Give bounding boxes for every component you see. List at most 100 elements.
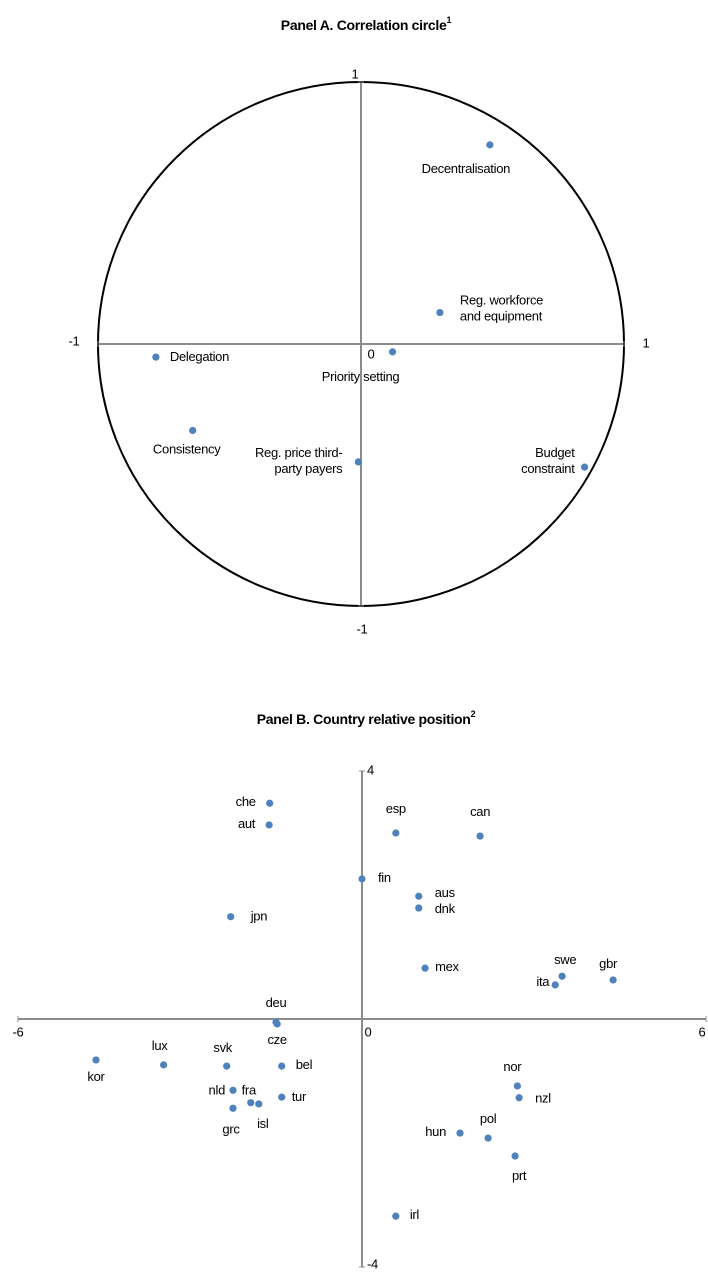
- point: [511, 1152, 519, 1160]
- point: [476, 832, 484, 840]
- point-label: can: [470, 805, 490, 820]
- point: [278, 1062, 286, 1070]
- x-tick-label: -1: [69, 333, 80, 348]
- point: [229, 1086, 237, 1094]
- point-label-line: and equipment: [460, 309, 543, 324]
- title-superscript: 1: [446, 15, 451, 25]
- point-label: jpn: [250, 909, 268, 924]
- point: [456, 1129, 464, 1137]
- point-label-line: pol: [480, 1111, 497, 1126]
- point-label-line: gbr: [599, 956, 618, 971]
- point: [92, 1056, 100, 1064]
- point-label: dnk: [435, 901, 456, 916]
- point: [160, 1061, 168, 1069]
- point-label-line: isl: [257, 1116, 269, 1131]
- point: [273, 1020, 281, 1028]
- point-label-line: kor: [87, 1069, 105, 1084]
- point-label: che: [236, 795, 256, 810]
- point: [551, 981, 559, 989]
- point: [513, 1082, 521, 1090]
- point: [484, 1134, 492, 1142]
- x-tick-label: 1: [643, 335, 650, 350]
- point-label: tur: [292, 1090, 307, 1105]
- point-label-line: can: [470, 805, 490, 820]
- point: [558, 972, 566, 980]
- point-label-line: bel: [296, 1058, 313, 1073]
- point-label-line: Delegation: [170, 350, 229, 365]
- point: [354, 458, 362, 466]
- point-label: Consistency: [153, 442, 221, 457]
- panel: Panel B. Country relative position2 -6 0 6 4…: [13, 709, 707, 1271]
- title-superscript: 2: [471, 709, 476, 719]
- point-label-line: Decentralisation: [422, 161, 510, 176]
- point-label-line: mex: [435, 960, 459, 975]
- point-label-line: swe: [554, 953, 576, 968]
- point-label-line: grc: [222, 1122, 240, 1137]
- point-label-line: Reg. price third-: [255, 445, 342, 460]
- point-label: grc: [222, 1122, 240, 1137]
- point-label: prt: [512, 1168, 527, 1183]
- y-tick-label: 4: [367, 762, 374, 777]
- point-label: nzl: [535, 1091, 551, 1106]
- point-label: fra: [242, 1083, 257, 1098]
- point: [255, 1100, 263, 1108]
- point-label-line: che: [236, 795, 256, 810]
- point-label-line: deu: [266, 996, 287, 1011]
- point: [580, 463, 589, 471]
- point: [609, 976, 617, 984]
- point-label: nor: [503, 1059, 522, 1074]
- point: [265, 821, 273, 829]
- point: [266, 799, 274, 807]
- point: [415, 892, 423, 900]
- point-label: swe: [554, 953, 576, 968]
- point-label: mex: [435, 960, 459, 975]
- point: [223, 1062, 231, 1070]
- point-label-line: aus: [435, 886, 456, 901]
- point-label: esp: [386, 801, 406, 816]
- x-tick-label: 0: [365, 1024, 372, 1039]
- point-label: irl: [410, 1208, 420, 1223]
- point-label-line: nor: [503, 1059, 522, 1074]
- panel-title: Panel B. Country relative position2: [257, 709, 476, 726]
- point: [358, 875, 366, 883]
- point-label-line: tur: [292, 1090, 307, 1105]
- point-label-line: constraint: [521, 462, 575, 477]
- point: [388, 348, 397, 356]
- panel-title: Panel A. Correlation circle1: [281, 15, 452, 32]
- point: [392, 1212, 400, 1220]
- point: [278, 1093, 286, 1101]
- point-label-line: esp: [386, 801, 406, 816]
- point-label-line: Reg. workforce: [460, 293, 543, 308]
- point-label-line: fra: [242, 1083, 257, 1098]
- point-label: hun: [425, 1125, 446, 1140]
- point-label: nld: [209, 1083, 226, 1098]
- point: [421, 964, 429, 972]
- title-text: Panel B. Country relative position: [257, 711, 471, 727]
- point-label: gbr: [599, 956, 618, 971]
- point-label-line: nzl: [535, 1091, 551, 1106]
- point-label-line: Priority setting: [322, 369, 400, 384]
- point-label: svk: [213, 1041, 232, 1056]
- panel: Panel A. Correlation circle1-101-11Decen…: [69, 15, 650, 636]
- point-label-line: jpn: [250, 909, 268, 924]
- title-text: Panel A. Correlation circle: [281, 17, 447, 33]
- point: [392, 829, 400, 837]
- x-tick-label: 0: [368, 346, 375, 361]
- point-label-line: hun: [425, 1125, 446, 1140]
- point-label: Priority setting: [322, 369, 400, 384]
- point-label: fin: [378, 870, 391, 885]
- point-label: deu: [266, 996, 287, 1011]
- point-label-line: svk: [213, 1041, 232, 1056]
- point-label: lux: [152, 1038, 169, 1053]
- point: [486, 141, 494, 149]
- point-label: kor: [87, 1069, 105, 1084]
- point-label: Reg. workforce and equipment: [460, 293, 543, 324]
- point-label-line: ita: [536, 974, 550, 989]
- point-label: Reg. price third-party payers: [255, 445, 343, 476]
- point-label-line: fin: [378, 870, 391, 885]
- point-label: pol: [480, 1111, 497, 1126]
- point: [415, 904, 423, 912]
- point-label: bel: [296, 1058, 313, 1073]
- point-label-line: nld: [209, 1083, 226, 1098]
